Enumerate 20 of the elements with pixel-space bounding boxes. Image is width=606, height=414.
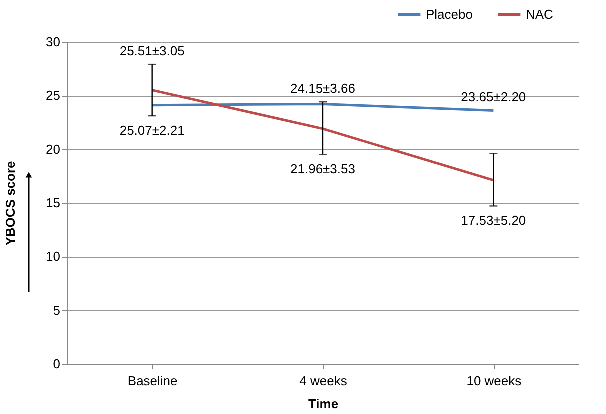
x-tick-label: Baseline bbox=[128, 374, 178, 388]
x-axis-title: Time bbox=[308, 396, 339, 412]
y-tick-label: 20 bbox=[46, 142, 60, 157]
x-tick-label: 4 weeks bbox=[300, 374, 348, 388]
annotation: 17.53±5.20 bbox=[461, 213, 526, 228]
annotation: 21.96±3.53 bbox=[290, 162, 356, 177]
y-tick-label: 5 bbox=[53, 302, 60, 318]
y-tick-label: 0 bbox=[53, 356, 60, 372]
y-tick-label: 15 bbox=[46, 196, 60, 210]
annotation: 23.65±2.20 bbox=[461, 90, 526, 105]
annotation: 24.15±3.66 bbox=[290, 81, 356, 96]
y-axis-title: YBOCS score bbox=[3, 161, 18, 246]
legend-label: NAC bbox=[526, 6, 554, 22]
x-tick-label: 10 weeks bbox=[466, 374, 522, 388]
y-tick-label: 25 bbox=[46, 88, 60, 104]
annotation: 25.07±2.21 bbox=[120, 123, 185, 138]
annotation: 25.51±3.05 bbox=[120, 44, 185, 59]
legend-label: Placebo bbox=[426, 6, 473, 22]
y-tick-label: 30 bbox=[46, 34, 60, 50]
y-tick-label: 10 bbox=[46, 249, 60, 264]
